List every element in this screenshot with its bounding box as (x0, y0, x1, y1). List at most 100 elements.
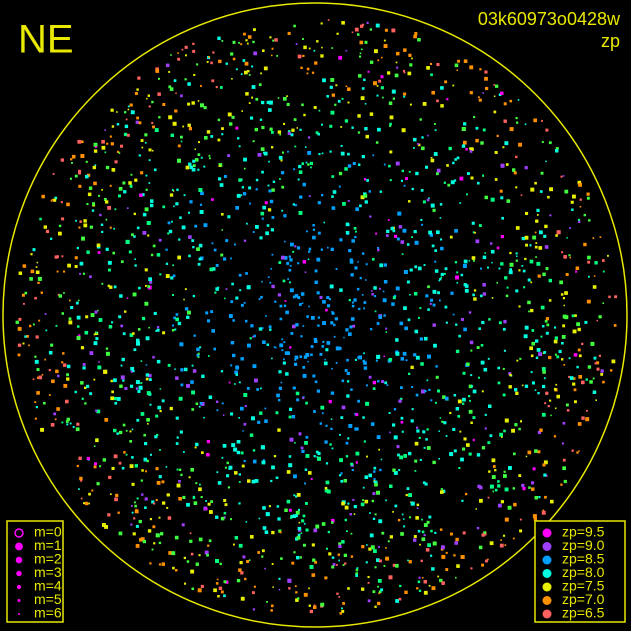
star (358, 307, 361, 311)
star (350, 273, 354, 277)
star (290, 242, 294, 247)
star (122, 379, 125, 382)
star (505, 294, 509, 298)
star (375, 141, 379, 144)
star (596, 319, 598, 322)
star (397, 211, 402, 216)
star (81, 236, 85, 241)
star (88, 186, 93, 190)
star (381, 380, 384, 383)
star (487, 441, 491, 445)
zp-label: zp=9.5 (562, 524, 605, 540)
star (378, 315, 383, 319)
star (514, 423, 518, 427)
star (221, 402, 224, 405)
star (217, 286, 220, 289)
star (468, 311, 472, 314)
star (387, 71, 391, 75)
star (247, 343, 251, 348)
star (414, 329, 419, 334)
star (165, 63, 170, 68)
star (528, 310, 530, 313)
star (116, 397, 121, 401)
star (118, 461, 122, 465)
star (558, 349, 562, 354)
star (198, 537, 203, 542)
star (101, 282, 104, 285)
star (440, 104, 444, 108)
star (437, 389, 440, 393)
star (78, 226, 81, 229)
star (253, 459, 257, 464)
star (310, 353, 313, 357)
star (195, 402, 199, 405)
star (211, 79, 215, 83)
star (491, 261, 493, 264)
star (537, 450, 541, 454)
star (515, 226, 520, 230)
star (386, 234, 389, 237)
star (298, 170, 303, 174)
star (480, 360, 485, 365)
star (364, 200, 368, 204)
star (124, 310, 127, 313)
star (308, 604, 311, 607)
star (247, 35, 252, 39)
star (325, 308, 328, 312)
star (271, 131, 274, 134)
star (388, 164, 391, 168)
star (316, 389, 320, 393)
star (572, 194, 576, 199)
star (75, 427, 80, 432)
star (531, 341, 535, 346)
star (60, 158, 64, 162)
star (369, 28, 372, 31)
star (299, 128, 302, 131)
star (298, 521, 301, 524)
star (277, 428, 281, 432)
star (210, 310, 214, 314)
star (385, 499, 387, 502)
star (278, 370, 282, 374)
star (543, 473, 547, 477)
star (587, 299, 591, 304)
star (162, 103, 166, 106)
star (345, 441, 349, 445)
star (301, 103, 304, 107)
star (329, 124, 333, 128)
star (66, 202, 70, 207)
star (93, 149, 98, 153)
star (401, 430, 404, 433)
star (293, 474, 297, 479)
star (228, 381, 231, 384)
star (222, 444, 227, 448)
star (513, 171, 517, 175)
star (456, 156, 460, 160)
star (438, 458, 440, 460)
star (175, 317, 179, 322)
star (90, 313, 95, 317)
star (596, 361, 600, 365)
star (187, 123, 191, 127)
star (436, 63, 440, 67)
star (198, 188, 203, 192)
star (398, 597, 402, 601)
star (521, 384, 524, 387)
star (257, 420, 261, 424)
star (530, 308, 534, 313)
star (408, 171, 411, 173)
star (249, 337, 252, 340)
star (34, 296, 37, 300)
star (387, 219, 390, 221)
star (339, 238, 343, 242)
star (264, 567, 266, 570)
star (472, 389, 477, 394)
star (183, 298, 185, 301)
star (587, 365, 592, 369)
star (564, 315, 569, 320)
star (51, 379, 55, 384)
star (416, 587, 419, 590)
star (68, 317, 72, 321)
star (243, 459, 246, 463)
star (61, 217, 65, 221)
